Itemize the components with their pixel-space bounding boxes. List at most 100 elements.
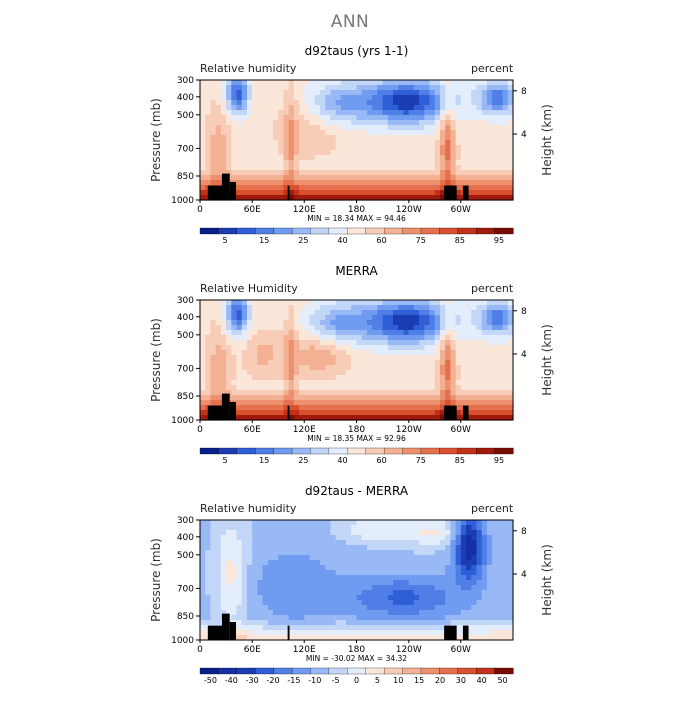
field-cell bbox=[502, 300, 509, 306]
field-cell bbox=[236, 400, 243, 406]
field-cell bbox=[366, 95, 373, 101]
field-cell bbox=[252, 405, 258, 411]
field-cell bbox=[460, 530, 467, 536]
field-cell bbox=[314, 155, 321, 161]
field-cell bbox=[278, 595, 285, 601]
field-cell bbox=[335, 600, 342, 606]
field-cell bbox=[205, 120, 212, 126]
field-cell bbox=[314, 525, 321, 531]
field-cell bbox=[273, 325, 279, 331]
field-cell bbox=[314, 545, 321, 551]
field-cell bbox=[366, 145, 373, 151]
field-cell bbox=[257, 595, 264, 601]
field-cell bbox=[434, 415, 441, 421]
field-cell bbox=[429, 100, 436, 106]
field-cell bbox=[346, 390, 352, 396]
field-cell bbox=[507, 625, 514, 631]
colorbar-swatch bbox=[255, 227, 275, 235]
field-cell bbox=[471, 80, 478, 86]
field-cell bbox=[241, 555, 248, 561]
field-cell bbox=[252, 545, 258, 551]
field-cell bbox=[497, 345, 504, 351]
field-cell bbox=[497, 330, 504, 336]
field-cell bbox=[486, 385, 493, 391]
field-cell bbox=[299, 395, 305, 401]
field-cell bbox=[377, 540, 384, 546]
field-cell bbox=[476, 130, 483, 136]
field-cell bbox=[387, 565, 394, 571]
field-cell bbox=[502, 580, 509, 586]
field-cell bbox=[356, 190, 363, 196]
field-cell bbox=[361, 175, 368, 181]
field-cell bbox=[257, 320, 264, 326]
field-cell bbox=[283, 635, 290, 641]
field-cell bbox=[340, 630, 347, 636]
field-cell bbox=[408, 325, 415, 331]
field-cell bbox=[273, 525, 279, 531]
field-cell bbox=[273, 135, 279, 141]
field-cell bbox=[215, 345, 222, 351]
field-cell bbox=[424, 570, 431, 576]
field-cell bbox=[200, 590, 206, 596]
field-cell bbox=[257, 145, 264, 151]
field-cell bbox=[455, 610, 462, 616]
field-cell bbox=[283, 570, 290, 576]
field-cell bbox=[288, 190, 295, 196]
field-cell bbox=[319, 595, 326, 601]
field-cell bbox=[492, 190, 498, 196]
field-cell bbox=[492, 595, 498, 601]
field-cell bbox=[502, 625, 509, 631]
field-cell bbox=[319, 635, 326, 641]
field-cell bbox=[361, 630, 368, 636]
field-cell bbox=[319, 415, 326, 421]
field-cell bbox=[346, 190, 352, 196]
field-cell bbox=[200, 380, 206, 386]
field-cell bbox=[497, 355, 504, 361]
field-cell bbox=[366, 315, 373, 321]
field-cell bbox=[220, 130, 227, 136]
field-cell bbox=[200, 160, 206, 166]
field-cell bbox=[299, 555, 305, 561]
field-cell bbox=[241, 560, 248, 566]
field-cell bbox=[377, 530, 384, 536]
field-cell bbox=[226, 325, 232, 331]
field-cell bbox=[361, 555, 368, 561]
field-cell bbox=[309, 375, 316, 381]
field-cell bbox=[200, 545, 206, 551]
field-cell bbox=[293, 370, 300, 376]
field-cell bbox=[413, 590, 420, 596]
field-cell bbox=[278, 625, 285, 631]
field-cell bbox=[408, 610, 415, 616]
field-cell bbox=[246, 405, 253, 411]
field-cell bbox=[372, 535, 378, 541]
field-cell bbox=[236, 150, 243, 156]
field-cell bbox=[262, 605, 269, 611]
field-cell bbox=[434, 405, 441, 411]
field-cell bbox=[413, 180, 420, 186]
field-cell bbox=[257, 535, 264, 541]
field-cell bbox=[241, 545, 248, 551]
field-cell bbox=[200, 125, 206, 131]
field-cell bbox=[283, 545, 290, 551]
field-cell bbox=[252, 85, 258, 91]
field-cell bbox=[434, 345, 441, 351]
field-cell bbox=[408, 560, 415, 566]
field-cell bbox=[299, 195, 305, 201]
field-cell bbox=[471, 375, 478, 381]
field-cell bbox=[366, 120, 373, 126]
field-cell bbox=[471, 540, 478, 546]
field-cell bbox=[278, 300, 285, 306]
field-cell bbox=[398, 575, 405, 581]
colorbar-label: 15 bbox=[259, 236, 269, 245]
field-cell bbox=[387, 610, 394, 616]
field-cell bbox=[215, 355, 222, 361]
field-cell bbox=[387, 345, 394, 351]
field-cell bbox=[481, 345, 488, 351]
field-cell bbox=[408, 310, 415, 316]
field-cell bbox=[210, 370, 217, 376]
field-cell bbox=[387, 350, 394, 356]
field-cell bbox=[434, 155, 441, 161]
field-cell bbox=[455, 410, 462, 416]
field-cell bbox=[476, 375, 483, 381]
field-cell bbox=[372, 555, 378, 561]
